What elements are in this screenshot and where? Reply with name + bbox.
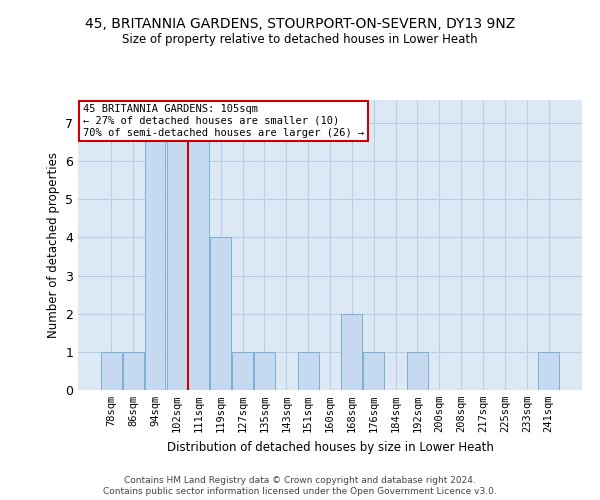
Bar <box>123 352 143 390</box>
Bar <box>298 352 319 390</box>
X-axis label: Distribution of detached houses by size in Lower Heath: Distribution of detached houses by size … <box>167 440 493 454</box>
Text: Contains HM Land Registry data © Crown copyright and database right 2024.: Contains HM Land Registry data © Crown c… <box>124 476 476 485</box>
Text: Contains public sector information licensed under the Open Government Licence v3: Contains public sector information licen… <box>103 488 497 496</box>
Text: Size of property relative to detached houses in Lower Heath: Size of property relative to detached ho… <box>122 32 478 46</box>
Y-axis label: Number of detached properties: Number of detached properties <box>47 152 59 338</box>
Bar <box>188 123 209 390</box>
Bar <box>101 352 122 390</box>
Bar <box>407 352 428 390</box>
Bar <box>538 352 559 390</box>
Bar <box>232 352 253 390</box>
Bar <box>167 123 187 390</box>
Bar <box>341 314 362 390</box>
Text: 45 BRITANNIA GARDENS: 105sqm
← 27% of detached houses are smaller (10)
70% of se: 45 BRITANNIA GARDENS: 105sqm ← 27% of de… <box>83 104 364 138</box>
Bar <box>145 123 166 390</box>
Bar <box>254 352 275 390</box>
Text: 45, BRITANNIA GARDENS, STOURPORT-ON-SEVERN, DY13 9NZ: 45, BRITANNIA GARDENS, STOURPORT-ON-SEVE… <box>85 18 515 32</box>
Bar <box>210 238 231 390</box>
Bar <box>364 352 384 390</box>
